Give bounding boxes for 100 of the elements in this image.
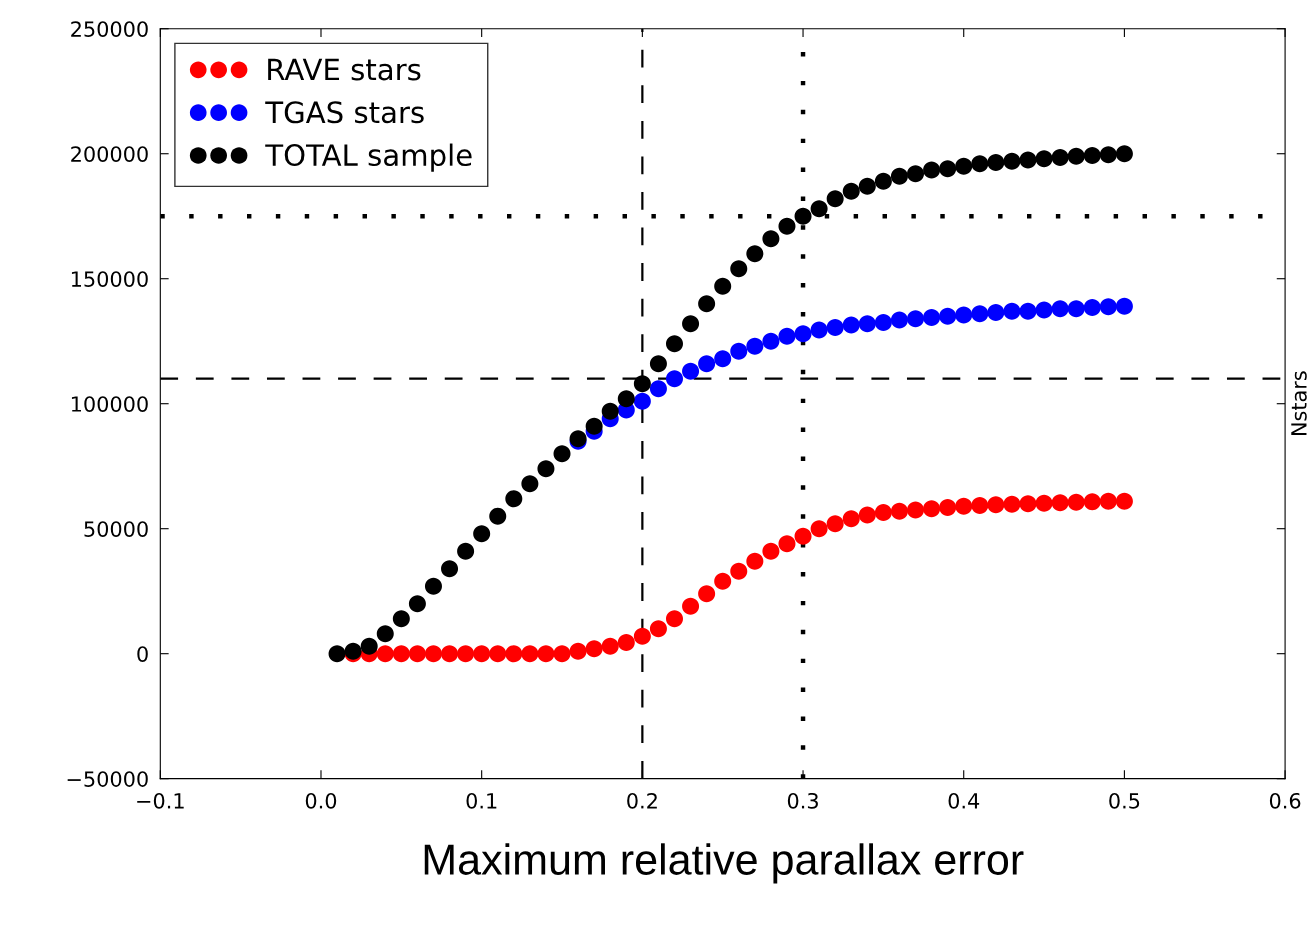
point: [392, 645, 410, 663]
point: [923, 308, 941, 326]
point: [971, 305, 989, 323]
point: [473, 645, 491, 663]
point: [665, 370, 683, 388]
point: [553, 445, 571, 463]
point: [955, 157, 973, 175]
point: [601, 402, 619, 420]
point: [874, 172, 892, 190]
point: [698, 585, 716, 603]
point: [810, 200, 828, 218]
point: [794, 325, 812, 343]
point: [682, 315, 700, 333]
x-tick-label: 0.0: [305, 792, 337, 809]
point: [617, 633, 635, 651]
y-tick-label: 0: [137, 646, 148, 662]
point: [1019, 151, 1037, 169]
point: [778, 327, 796, 345]
point: [1003, 152, 1021, 170]
point: [987, 153, 1005, 171]
x-tick-label: 0.5: [1109, 792, 1140, 809]
point: [633, 375, 651, 393]
legend-label: RAVE stars: [268, 58, 421, 81]
point: [457, 542, 475, 560]
point: [489, 507, 507, 525]
point: [1035, 150, 1053, 168]
point: [1115, 145, 1133, 163]
x-axis-title: Maximum relative parallax error: [424, 843, 1024, 884]
point: [746, 337, 764, 355]
point: [714, 350, 732, 368]
point: [505, 490, 523, 508]
y-tick-label: −50000: [67, 771, 148, 787]
y-tick-label: 50000: [84, 521, 148, 537]
point: [874, 503, 892, 521]
point: [376, 645, 394, 663]
point: [521, 645, 539, 663]
point: [1115, 492, 1133, 510]
point: [826, 515, 844, 533]
point: [810, 520, 828, 538]
point: [842, 182, 860, 200]
point: [617, 390, 635, 408]
point: [826, 318, 844, 336]
point: [1003, 495, 1021, 513]
point: [1019, 302, 1037, 320]
point: [842, 510, 860, 528]
point: [907, 165, 925, 183]
point: [1051, 494, 1069, 512]
point: [923, 161, 941, 179]
point: [1099, 298, 1117, 316]
point: [730, 342, 748, 360]
point: [489, 645, 507, 663]
point: [858, 315, 876, 333]
point: [665, 335, 683, 353]
point: [890, 167, 908, 185]
point: [633, 392, 651, 410]
y-tick-label: 100000: [71, 396, 148, 412]
point: [698, 355, 716, 373]
point: [1067, 147, 1085, 165]
point: [730, 260, 748, 278]
point: [1035, 301, 1053, 319]
legend-label: TGAS stars: [265, 101, 424, 124]
point: [1003, 302, 1021, 320]
point: [1019, 495, 1037, 513]
point: [955, 306, 973, 324]
y-tick-label: 250000: [71, 21, 148, 37]
point: [505, 645, 523, 663]
point: [1083, 146, 1101, 164]
x-tick-label: 0.6: [1269, 792, 1301, 809]
point: [424, 645, 442, 663]
x-tick-label: 0.3: [787, 792, 818, 809]
point: [569, 642, 587, 660]
point: [649, 620, 667, 638]
point: [890, 502, 908, 520]
point: [939, 160, 957, 178]
point: [971, 155, 989, 173]
point: [939, 498, 957, 516]
point: [537, 645, 555, 663]
point: [408, 645, 426, 663]
point: [987, 496, 1005, 514]
point: [1051, 300, 1069, 318]
point: [858, 177, 876, 195]
point: [714, 572, 732, 590]
point: [939, 307, 957, 325]
point: [537, 460, 555, 478]
point: [794, 207, 812, 225]
point: [826, 190, 844, 208]
point: [360, 637, 378, 655]
point: [441, 645, 459, 663]
point: [1067, 493, 1085, 511]
point: [392, 610, 410, 628]
point: [907, 501, 925, 519]
point: [1051, 148, 1069, 166]
point: [553, 645, 571, 663]
point: [424, 577, 442, 595]
point: [907, 310, 925, 328]
point: [601, 637, 619, 655]
y-axis-title: Nstars: [1291, 371, 1307, 436]
y-tick-label: 200000: [71, 146, 148, 162]
point: [746, 552, 764, 570]
point: [778, 217, 796, 235]
